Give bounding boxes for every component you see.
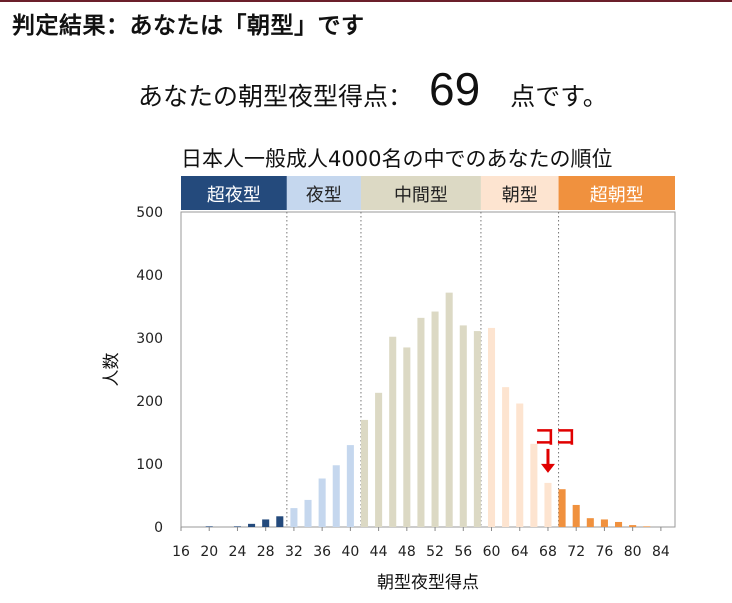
chart-title: 日本人一般成人4000名の中でのあなたの順位: [181, 147, 613, 171]
bar-80: [629, 525, 637, 527]
bar-64: [516, 403, 524, 527]
bar-42: [360, 419, 369, 527]
x-tick-label-24: 24: [229, 544, 247, 560]
band-1: [286, 176, 361, 210]
band-label-3: 朝型: [502, 185, 538, 206]
score-line: あなたの朝型夜型得点： 69 点です。: [138, 62, 608, 122]
x-tick-label-16: 16: [172, 544, 190, 560]
bar-44: [375, 392, 383, 527]
bar-70: [558, 489, 566, 527]
band-4: [558, 176, 675, 210]
bar-56: [459, 325, 467, 527]
score-value: 69: [429, 63, 481, 115]
marker-arrow-head: [540, 463, 555, 473]
bar-40: [346, 445, 354, 527]
band-label-0: 超夜型: [207, 185, 261, 206]
bar-36: [318, 478, 326, 527]
bar-24: [233, 526, 241, 527]
y-tick-label-400: 400: [136, 268, 163, 284]
bar-54: [445, 292, 453, 527]
bar-38: [332, 465, 340, 527]
bar-74: [586, 518, 594, 527]
top-rule: [0, 0, 732, 2]
bar-78: [615, 521, 623, 527]
bar-46: [389, 336, 397, 527]
x-tick-label-80: 80: [624, 544, 642, 560]
bar-50: [417, 317, 425, 527]
x-tick-label-28: 28: [257, 544, 275, 560]
y-tick-label-300: 300: [136, 331, 163, 347]
x-tick-label-60: 60: [483, 544, 501, 560]
bar-60: [487, 327, 496, 527]
page-title: 判定結果：あなたは「朝型」です: [12, 13, 365, 39]
bar-28: [262, 519, 270, 527]
bar-76: [600, 519, 608, 527]
x-tick-label-20: 20: [200, 544, 218, 560]
y-tick-label-500: 500: [136, 205, 163, 221]
bar-26: [248, 523, 256, 527]
x-tick-label-64: 64: [511, 544, 529, 560]
band-0: [181, 176, 287, 210]
x-tick-label-72: 72: [567, 544, 585, 560]
x-tick-label-44: 44: [370, 544, 388, 560]
bar-82: [643, 526, 651, 527]
x-tick-label-40: 40: [341, 544, 359, 560]
y-tick-label-200: 200: [136, 394, 163, 410]
x-tick-label-52: 52: [426, 544, 444, 560]
bar-52: [431, 311, 439, 527]
band-3: [480, 176, 559, 210]
bar-32: [290, 508, 298, 527]
x-tick-label-32: 32: [285, 544, 303, 560]
x-tick-label-84: 84: [652, 544, 670, 560]
bar-58: [473, 331, 481, 527]
x-tick-label-68: 68: [539, 544, 557, 560]
bar-68: [544, 482, 552, 527]
y-tick-label-100: 100: [136, 457, 163, 473]
x-tick-label-76: 76: [596, 544, 614, 560]
score-suffix: 点です。: [510, 82, 608, 111]
y-tick-label-0: 0: [154, 520, 163, 536]
bar-34: [304, 499, 312, 527]
bar-30: [276, 516, 284, 527]
bar-48: [403, 347, 411, 527]
plot-frame: [180, 211, 676, 528]
score-prefix: あなたの朝型夜型得点：: [138, 82, 414, 111]
y-axis-title: 人数: [102, 353, 122, 387]
marker-label: ココ: [534, 425, 576, 449]
x-tick-label-48: 48: [398, 544, 416, 560]
band-label-1: 夜型: [306, 185, 342, 206]
band-label-2: 中間型: [394, 185, 448, 206]
bar-62: [502, 387, 510, 527]
band-2: [360, 176, 481, 210]
x-axis-title: 朝型夜型得点: [377, 573, 479, 593]
x-tick-label-36: 36: [313, 544, 331, 560]
x-tick-label-56: 56: [454, 544, 472, 560]
band-label-4: 超朝型: [590, 185, 644, 206]
bar-72: [572, 504, 580, 527]
bar-20: [205, 526, 213, 527]
bar-66: [530, 443, 538, 527]
